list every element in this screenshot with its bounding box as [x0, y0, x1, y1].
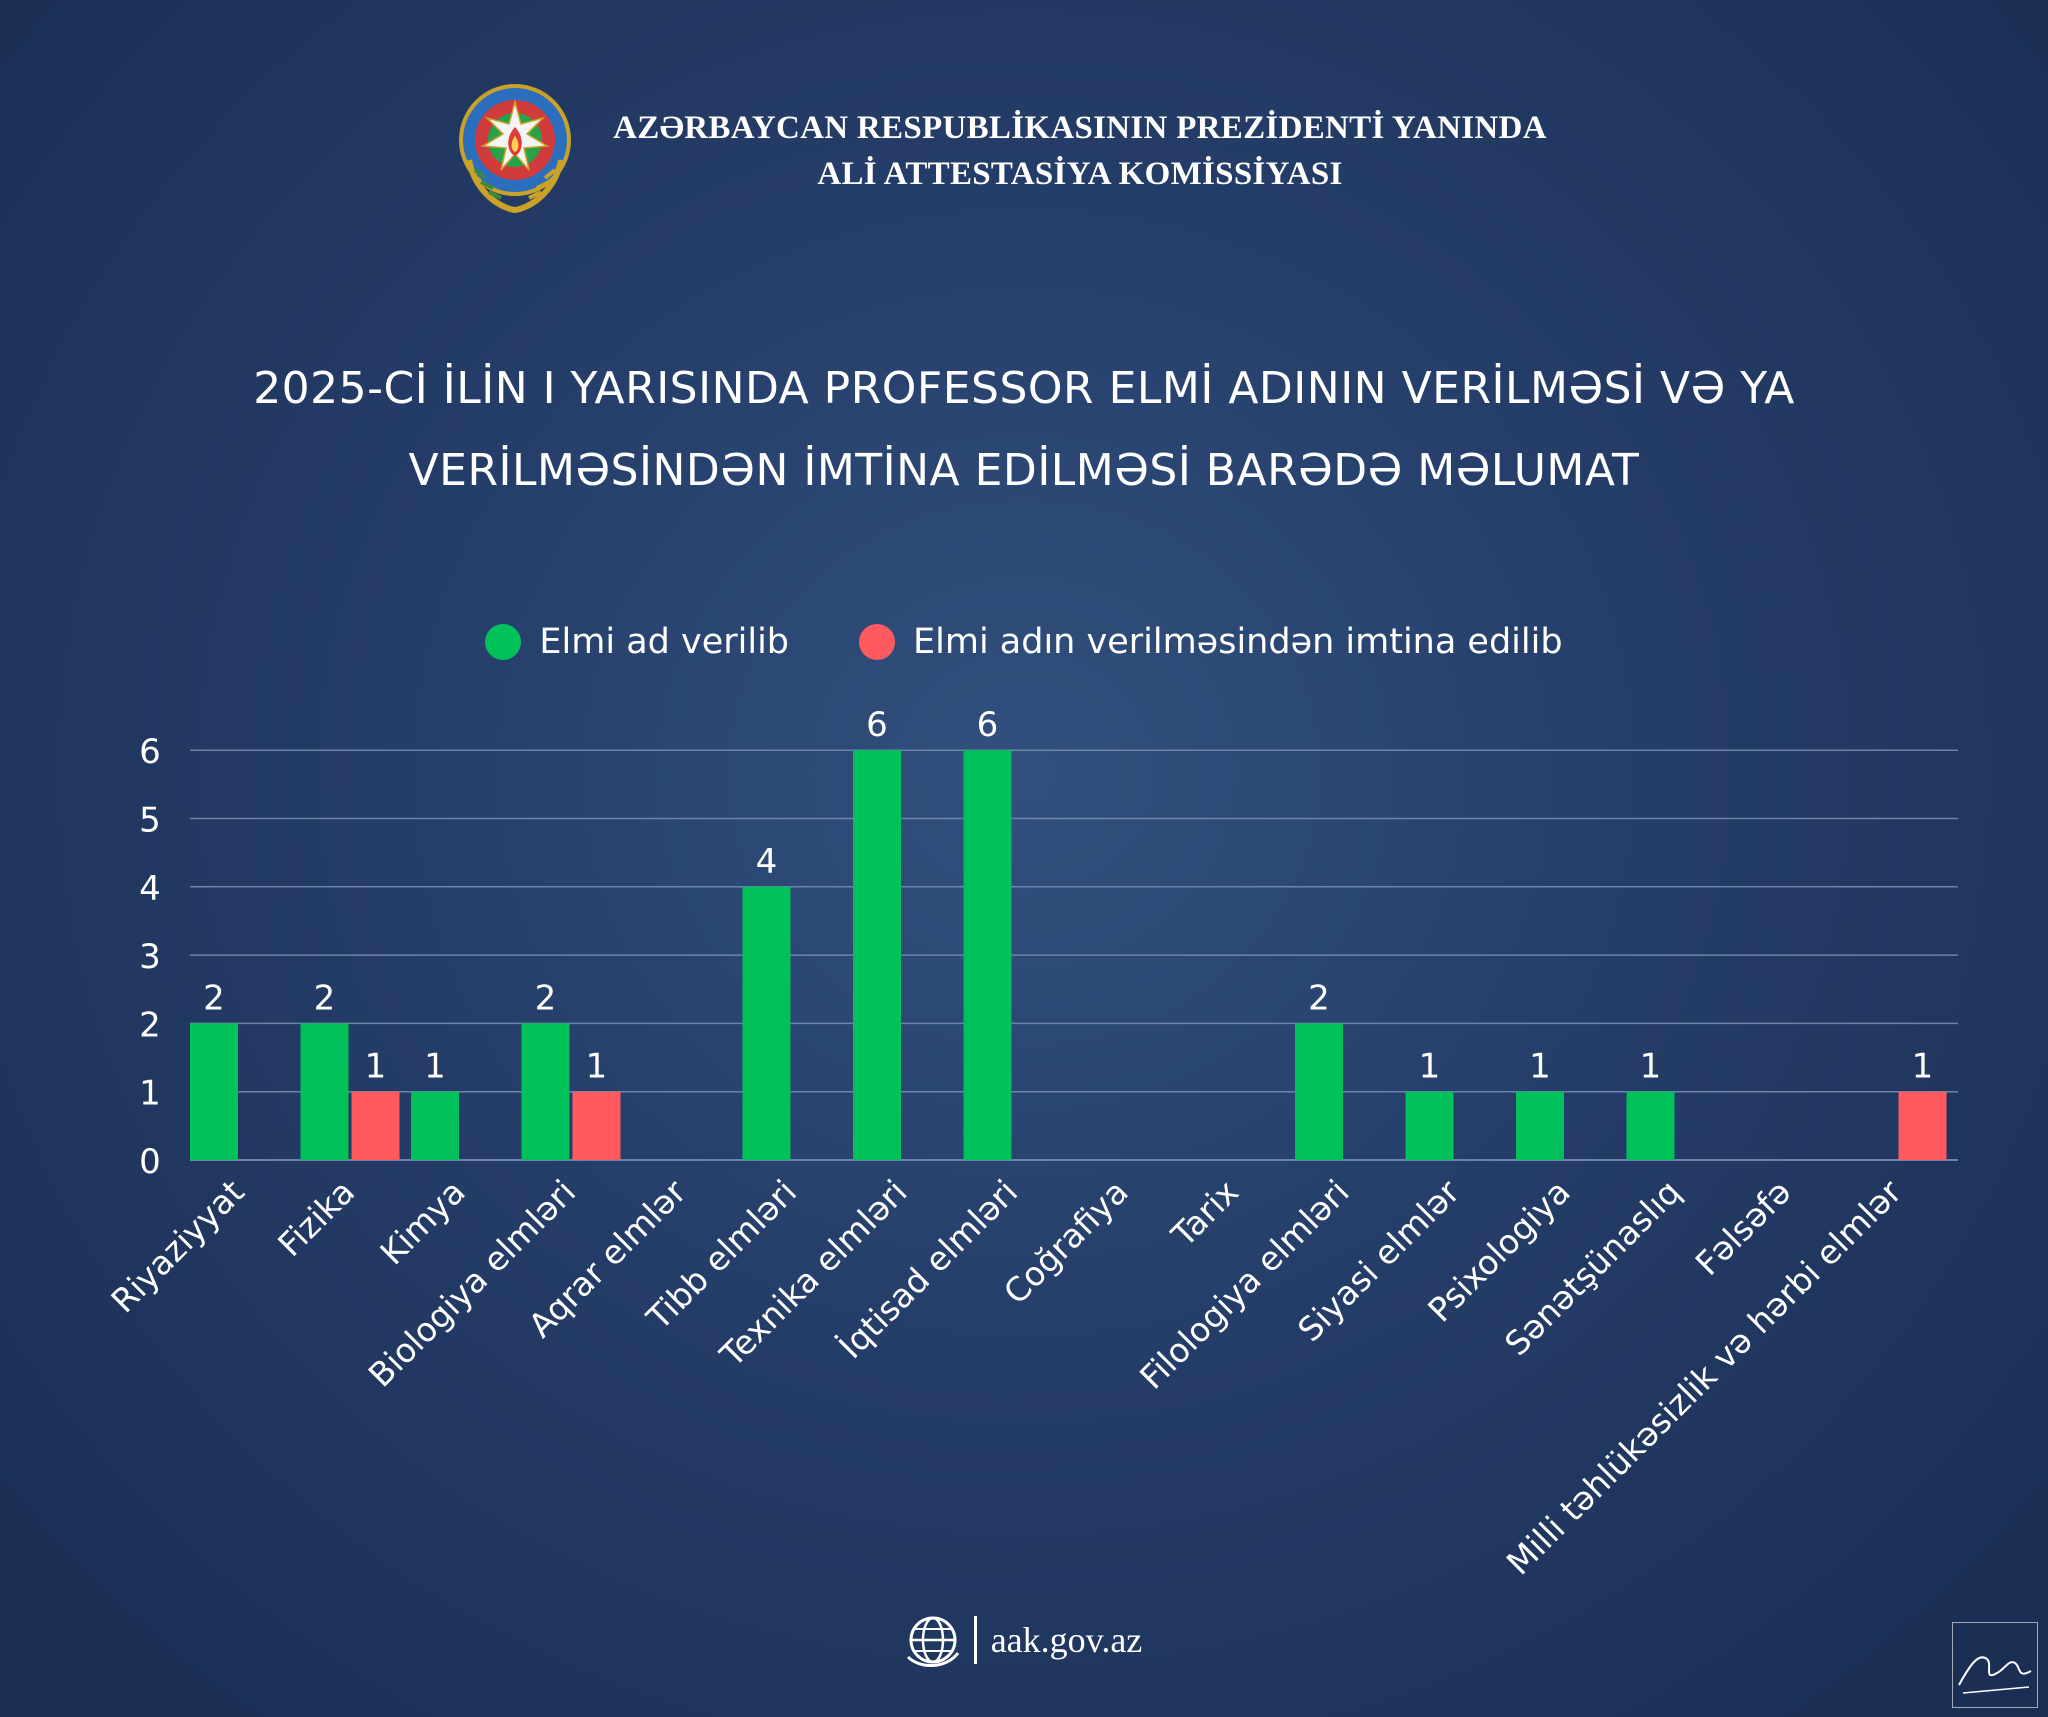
x-tick-label: Biologiya elmləri — [361, 1172, 583, 1394]
data-label: 2 — [314, 978, 336, 1018]
data-label: 2 — [203, 978, 225, 1018]
x-tick-label: Fəlsəfə — [1688, 1172, 1799, 1283]
chart-title-line-2: VERİLMƏSİNDƏN İMTİNA EDİLMƏSİ BARƏDƏ MƏL… — [408, 445, 1640, 496]
data-label: 1 — [1529, 1047, 1551, 1087]
data-label: 2 — [1308, 978, 1330, 1018]
y-tick-label: 6 — [139, 732, 161, 772]
x-tick-label: Texnika elmləri — [712, 1172, 915, 1375]
data-label: 1 — [586, 1047, 608, 1087]
x-tick-label: Milli təhlükəsizlik və hərbi elmlər — [1499, 1172, 1910, 1583]
bar — [300, 1023, 349, 1160]
chart-title: 2025-Cİ İLİN I YARISINDA PROFESSOR ELMİ … — [0, 348, 2048, 512]
organization-name: AZƏRBAYCAN RESPUBLİKASININ PREZİDENTİ YA… — [560, 105, 1600, 197]
bar — [521, 1023, 570, 1160]
x-tick-label: Fizika — [270, 1172, 362, 1264]
y-tick-label: 3 — [139, 937, 161, 977]
data-label: 6 — [977, 705, 999, 745]
bar — [1626, 1091, 1675, 1160]
bar — [1898, 1091, 1947, 1160]
y-tick-label: 0 — [139, 1142, 161, 1182]
x-tick-label: Tarix — [1163, 1172, 1246, 1255]
watermark-logo — [1952, 1622, 2038, 1708]
data-label: 2 — [535, 978, 557, 1018]
footer-separator — [973, 1616, 977, 1664]
legend-label-granted: Elmi ad verilib — [539, 622, 790, 662]
org-line-2: ALİ ATTESTASİYA KOMİSSİYASI — [817, 156, 1343, 192]
legend-swatch-granted — [485, 624, 522, 660]
y-tick-label: 1 — [139, 1074, 161, 1114]
data-label: 1 — [1912, 1047, 1934, 1087]
legend-item-granted: Elmi ad verilib — [485, 622, 789, 662]
y-tick-label: 5 — [139, 801, 161, 841]
x-tick-label: Kimya — [372, 1172, 472, 1272]
data-label: 6 — [866, 705, 888, 745]
data-label: 1 — [1640, 1047, 1662, 1087]
chart-title-line-1: 2025-Cİ İLİN I YARISINDA PROFESSOR ELMİ … — [253, 363, 1795, 414]
y-tick-label: 2 — [139, 1005, 161, 1045]
bar — [742, 886, 791, 1160]
bar — [351, 1091, 400, 1160]
globe-icon — [906, 1616, 959, 1667]
bar — [963, 750, 1012, 1160]
footer: aak.gov.az — [0, 1610, 2048, 1670]
x-tick-label: Filologiya elmləri — [1132, 1172, 1357, 1397]
legend-swatch-refused — [859, 624, 896, 660]
website-link[interactable]: aak.gov.az — [990, 1620, 1143, 1660]
bar — [572, 1091, 621, 1160]
header: AZƏRBAYCAN RESPUBLİKASININ PREZİDENTİ YA… — [0, 0, 2048, 220]
bar — [1405, 1091, 1454, 1160]
bar — [853, 750, 901, 1160]
org-line-1: AZƏRBAYCAN RESPUBLİKASININ PREZİDENTİ YA… — [613, 110, 1547, 146]
emblem-icon — [459, 84, 571, 214]
legend-item-refused: Elmi adın verilməsindən imtina edilib — [859, 622, 1563, 662]
data-label: 1 — [1419, 1047, 1441, 1087]
bar — [411, 1091, 459, 1160]
data-label: 4 — [756, 842, 778, 882]
bar — [1516, 1091, 1564, 1160]
data-label: 1 — [424, 1047, 446, 1087]
bar — [190, 1023, 238, 1160]
legend-label-refused: Elmi adın verilməsindən imtina edilib — [913, 622, 1563, 662]
bar — [1295, 1023, 1343, 1160]
watermark-signature-icon — [1958, 1656, 2032, 1694]
data-label: 1 — [365, 1047, 387, 1087]
y-tick-label: 4 — [139, 869, 161, 909]
x-tick-label: Riyaziyyat — [103, 1172, 251, 1320]
legend: Elmi ad verilib Elmi adın verilməsindən … — [0, 620, 2048, 664]
